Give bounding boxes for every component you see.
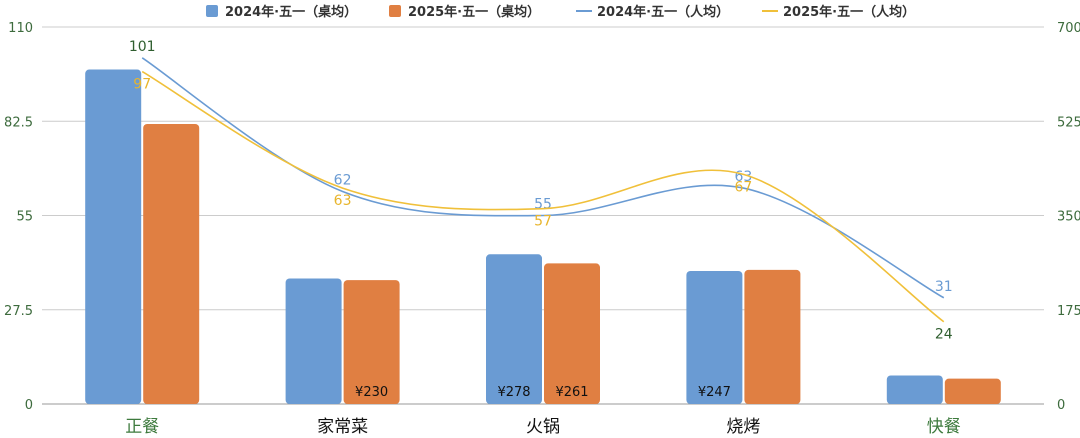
bar-value-label: ¥278 <box>497 385 530 400</box>
line-value-label: 101 <box>129 39 156 55</box>
line-value-label: 67 <box>734 179 752 195</box>
left-tick-label: 82.5 <box>4 115 33 130</box>
legend-label: 2024年·五一（桌均） <box>225 4 357 20</box>
left-tick-label: 110 <box>8 21 33 36</box>
right-axis: 0 175 350 525 700 <box>1057 21 1080 413</box>
bar <box>544 263 600 404</box>
line-value-label: 62 <box>334 173 352 189</box>
category-label: 正餐 <box>125 417 159 437</box>
category-label: 烧烤 <box>726 417 760 437</box>
line-value-label: 97 <box>133 77 151 93</box>
right-tick-label: 525 <box>1057 115 1080 130</box>
category-axis: 正餐 家常菜 火锅 烧烤 快餐 <box>125 417 961 437</box>
line-value-label: 63 <box>334 193 352 209</box>
category-label: 快餐 <box>927 417 961 437</box>
legend-label: 2024年·五一（人均） <box>597 4 729 20</box>
bar-series: ¥230 ¥278 ¥261 ¥247 <box>85 69 1001 404</box>
left-axis: 0 27.5 55 82.5 110 <box>4 21 33 413</box>
line-series-path <box>141 70 945 323</box>
category-label: 家常菜 <box>317 417 368 437</box>
legend: 2024年·五一（桌均） 2025年·五一（桌均） 2024年·五一（人均） 2025… <box>206 4 915 20</box>
line-value-label: 31 <box>935 279 953 295</box>
bar-value-label: ¥247 <box>698 385 731 400</box>
right-tick-label: 700 <box>1057 21 1080 36</box>
legend-label: 2025年·五一（人均） <box>783 4 915 20</box>
line-series-path <box>141 57 945 299</box>
line-value-label: 55 <box>534 197 552 213</box>
line-value-label: 24 <box>935 327 953 343</box>
bar <box>744 269 801 404</box>
bar-value-label: ¥230 <box>355 385 388 400</box>
right-tick-label: 350 <box>1057 210 1080 225</box>
right-tick-label: 0 <box>1057 398 1065 413</box>
left-tick-label: 0 <box>25 398 33 413</box>
right-tick-label: 175 <box>1057 304 1080 319</box>
left-tick-label: 27.5 <box>4 304 33 319</box>
legend-swatch <box>389 5 401 17</box>
legend-label: 2025年·五一（桌均） <box>408 4 540 20</box>
bar <box>143 123 200 404</box>
bar <box>343 280 400 404</box>
bar <box>886 375 943 404</box>
bar <box>85 69 142 404</box>
category-label: 火锅 <box>526 417 560 437</box>
bar <box>285 278 342 404</box>
line-value-label: 57 <box>534 214 552 230</box>
left-tick-label: 55 <box>16 210 33 225</box>
bar <box>944 378 1001 404</box>
bar <box>486 254 542 404</box>
legend-swatch <box>206 5 218 17</box>
bar <box>686 270 743 404</box>
bar-value-label: ¥261 <box>555 385 588 400</box>
